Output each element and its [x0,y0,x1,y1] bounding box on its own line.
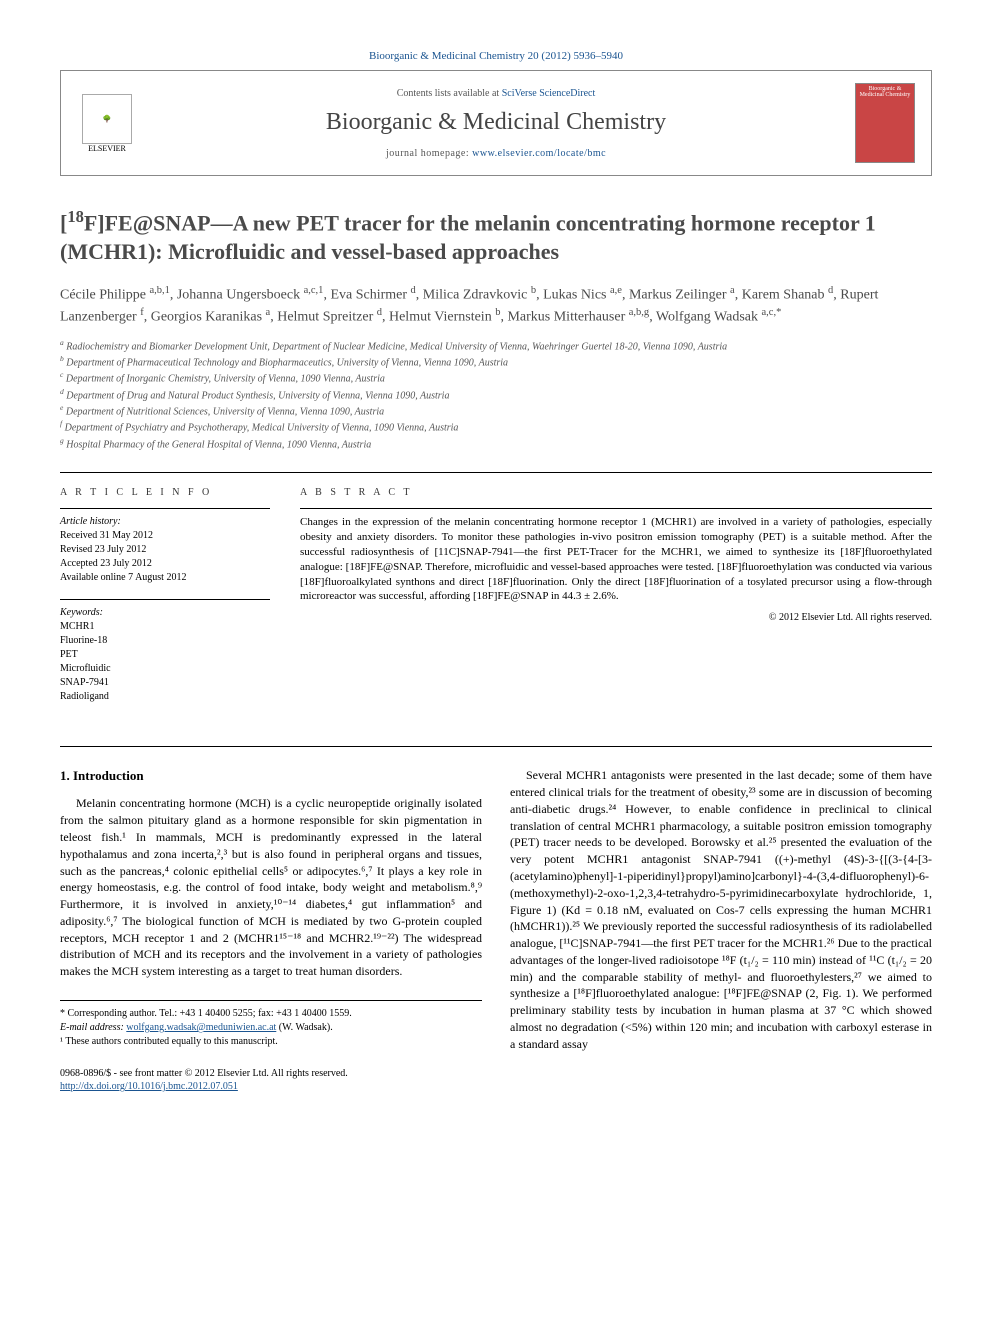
citation-line: Bioorganic & Medicinal Chemistry 20 (201… [60,50,932,62]
elsevier-tree-icon: 🌳 [82,94,132,144]
section-1-heading: 1. Introduction [60,767,482,785]
section-divider [60,746,932,747]
doi-link[interactable]: http://dx.doi.org/10.1016/j.bmc.2012.07.… [60,1081,238,1092]
homepage-line: journal homepage: www.elsevier.com/locat… [153,148,839,159]
author-list: Cécile Philippe a,b,1, Johanna Ungersboe… [60,283,932,328]
keywords-label: Keywords: [60,606,270,620]
footer-notes: * Corresponding author. Tel.: +43 1 4040… [60,1000,482,1049]
journal-header: 🌳 ELSEVIER Contents lists available at S… [60,70,932,176]
article-title: [18F]FE@SNAP—A new PET tracer for the me… [60,206,932,267]
email-line: E-mail address: wolfgang.wadsak@meduniwi… [60,1021,482,1035]
abstract-heading: A B S T R A C T [300,487,932,498]
column-right: Several MCHR1 antagonists were presented… [510,767,932,1093]
column-left: 1. Introduction Melanin concentrating ho… [60,767,482,1093]
affiliations: a Radiochemistry and Biomarker Developme… [60,338,932,452]
equal-contribution-note: ¹ These authors contributed equally to t… [60,1035,482,1049]
keywords-section: Keywords: MCHR1Fluorine-18PETMicrofluidi… [60,599,270,704]
journal-cover-thumbnail: Bioorganic & Medicinal Chemistry [855,83,915,163]
issn-line: 0968-0896/$ - see front matter © 2012 El… [60,1067,482,1080]
article-info-heading: A R T I C L E I N F O [60,487,270,498]
history-lines: Received 31 May 2012Revised 23 July 2012… [60,529,270,585]
contents-prefix: Contents lists available at [397,88,502,99]
intro-paragraph-left: Melanin concentrating hormone (MCH) is a… [60,795,482,980]
intro-paragraph-right: Several MCHR1 antagonists were presented… [510,767,932,1053]
footer-copyright: 0968-0896/$ - see front matter © 2012 El… [60,1067,482,1093]
abstract: A B S T R A C T Changes in the expressio… [300,487,932,718]
homepage-prefix: journal homepage: [386,148,472,159]
homepage-link[interactable]: www.elsevier.com/locate/bmc [472,148,606,159]
contents-available: Contents lists available at SciVerse Sci… [153,88,839,99]
email-label: E-mail address: [60,1022,126,1033]
page-container: Bioorganic & Medicinal Chemistry 20 (201… [0,0,992,1143]
elsevier-logo: 🌳 ELSEVIER [77,88,137,158]
abstract-copyright: © 2012 Elsevier Ltd. All rights reserved… [300,612,932,623]
scidirect-link[interactable]: SciVerse ScienceDirect [502,88,596,99]
email-link[interactable]: wolfgang.wadsak@meduniwien.ac.at [126,1022,276,1033]
keyword-lines: MCHR1Fluorine-18PETMicrofluidicSNAP-7941… [60,620,270,704]
history-section: Article history: Received 31 May 2012Rev… [60,508,270,585]
email-suffix: (W. Wadsak). [276,1022,332,1033]
journal-name: Bioorganic & Medicinal Chemistry [153,109,839,136]
abstract-text: Changes in the expression of the melanin… [300,508,932,604]
publisher-name: ELSEVIER [88,144,126,153]
meta-row: A R T I C L E I N F O Article history: R… [60,472,932,718]
body-columns: 1. Introduction Melanin concentrating ho… [60,767,932,1093]
header-center: Contents lists available at SciVerse Sci… [153,88,839,159]
article-info: A R T I C L E I N F O Article history: R… [60,487,270,718]
corresponding-author: * Corresponding author. Tel.: +43 1 4040… [60,1007,482,1021]
history-label: Article history: [60,515,270,529]
